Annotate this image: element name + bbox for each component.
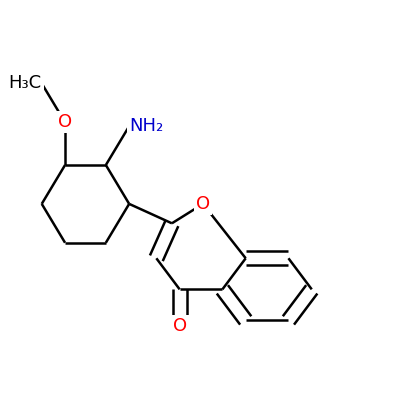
- Text: O: O: [58, 113, 72, 131]
- Text: O: O: [173, 317, 187, 335]
- Text: O: O: [196, 195, 210, 213]
- Text: H₃C: H₃C: [9, 74, 42, 92]
- Text: NH₂: NH₂: [129, 117, 164, 135]
